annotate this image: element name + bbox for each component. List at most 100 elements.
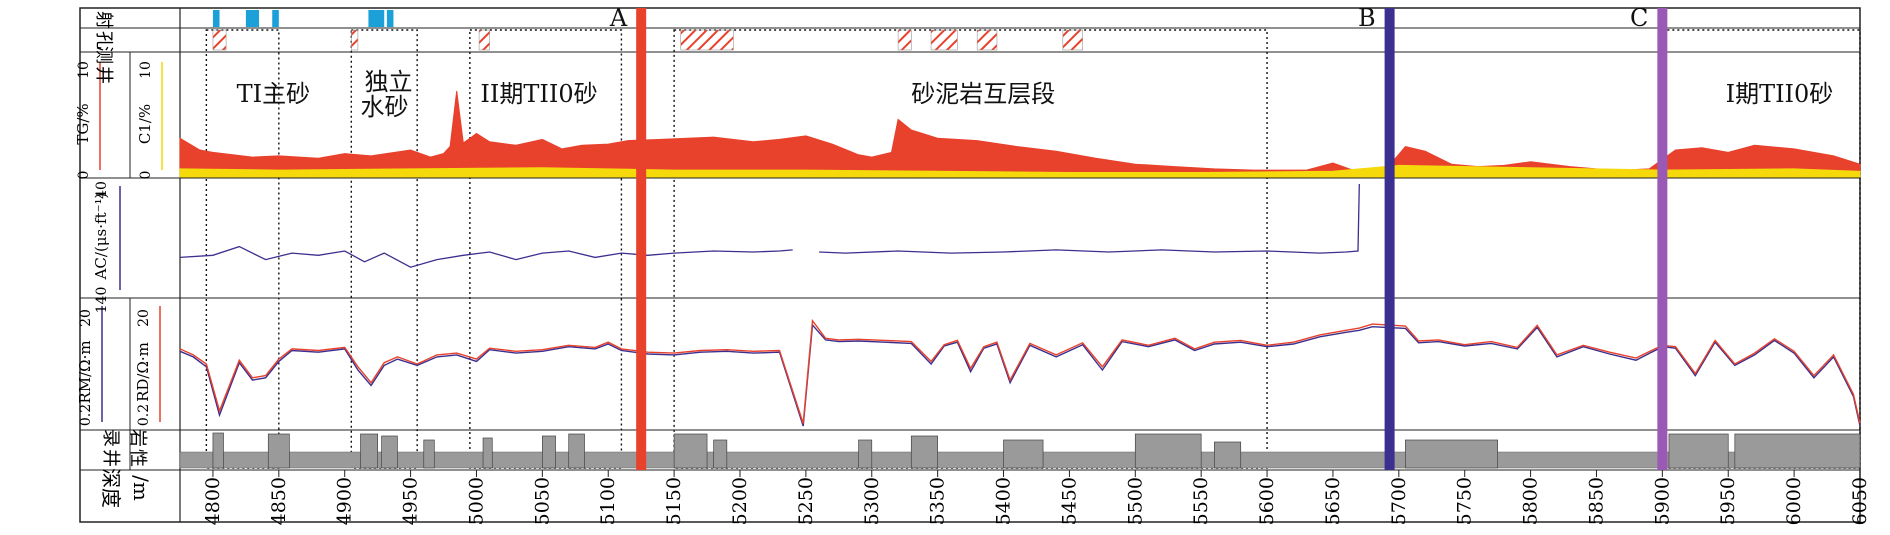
depth-tick-label-7: 5150	[663, 477, 685, 525]
ac-max-label: 40	[94, 181, 110, 199]
gas-right-min-label: 0	[138, 171, 154, 180]
test-label-1: 测	[93, 46, 114, 64]
marker-label-C: C	[1630, 4, 1648, 32]
lithology-block-14	[1214, 441, 1242, 469]
depth-tick-label-3: 4950	[400, 477, 422, 525]
gas-left-axis-label: TG/%	[74, 103, 92, 144]
test-label-2: 井	[93, 66, 114, 84]
depth-tick-label-11: 5350	[927, 477, 949, 525]
depth-tick-label-16: 5600	[1256, 477, 1278, 525]
rm-axis-label: RM/Ω·m	[76, 340, 94, 403]
depth-tick-label-12: 5400	[993, 477, 1015, 525]
marker-label-A: A	[609, 4, 628, 32]
overlay-layer: A B C	[609, 4, 1668, 470]
test-interval-0	[212, 29, 227, 51]
test-interval-2	[478, 29, 490, 51]
depth-tick-label-19: 5750	[1454, 477, 1476, 525]
lithology-block-3	[381, 435, 398, 469]
depth-tick-label-25: 6050	[1849, 477, 1871, 525]
gas-left-max-label: 10	[76, 61, 92, 79]
perforation-interval-1	[245, 10, 260, 27]
zone-outline-3	[673, 29, 1268, 469]
lith-label-3: 岩	[127, 429, 148, 447]
rd-max-label: 20	[136, 309, 152, 327]
zone-label-4: 砂泥岩互层段	[911, 80, 1055, 108]
gas-right-axis-label: C1/%	[136, 104, 154, 144]
depth-tick-label-9: 5250	[795, 477, 817, 525]
depth-tick-label-0: 4800	[202, 477, 224, 525]
lithology-block-6	[542, 435, 556, 469]
test-interval-5	[930, 29, 958, 51]
depth-tick-label-22: 5900	[1651, 477, 1673, 525]
depth-label-2: /m	[129, 475, 153, 501]
lithology-block-4	[423, 439, 435, 469]
perf-label-1: 射	[93, 11, 114, 29]
marker-bar-B	[1384, 8, 1395, 470]
rd-min-label: 0.2	[136, 404, 152, 426]
lithology-block-13	[1134, 433, 1202, 469]
lithology-block-11	[910, 435, 938, 469]
perforation-interval-3	[368, 10, 385, 27]
zone-label-2: 水砂	[361, 93, 409, 121]
lith-label-4: 性	[127, 449, 148, 467]
test-interval-4	[897, 29, 912, 51]
depth-tick-label-24: 6000	[1783, 477, 1805, 525]
lithology-block-7	[568, 433, 585, 469]
outer-frame	[79, 7, 1861, 523]
test-interval-1	[350, 29, 359, 51]
ac-curve	[179, 183, 1360, 268]
lithology-block-2	[360, 433, 378, 469]
depth-tick-label-6: 5100	[597, 477, 619, 525]
zone-label-0: TI主砂	[237, 80, 310, 108]
zone-label-1: 独立	[364, 68, 412, 96]
perforation-interval-0	[212, 10, 220, 27]
depth-label-1: 深度	[99, 468, 123, 508]
lithology-block-16	[1668, 433, 1729, 469]
zone-outline-4	[1661, 29, 1861, 469]
c1-area	[179, 164, 1861, 178]
zone-label-5: I期TII0砂	[1726, 80, 1834, 108]
rd-curve	[179, 318, 1861, 424]
perf-label-2: 孔	[93, 31, 114, 49]
lithology-block-5	[482, 437, 493, 469]
lithology-block-0	[212, 432, 224, 469]
tg-area	[179, 90, 1861, 178]
data-layer	[179, 10, 1861, 469]
gas-left-min-label: 0	[76, 171, 92, 180]
lith-label-2: 井	[100, 449, 121, 467]
depth-tick-label-17: 5650	[1322, 477, 1344, 525]
depth-tick-label-10: 5300	[861, 477, 883, 525]
lithology-block-12	[1003, 439, 1044, 469]
depth-tick-label-5: 5050	[531, 477, 553, 525]
rm-curve	[179, 323, 1861, 427]
ac-min-label: 140	[94, 287, 110, 314]
test-interval-7	[1062, 29, 1083, 51]
depth-tick-label-20: 5800	[1520, 477, 1542, 525]
depth-tick-label-13: 5450	[1058, 477, 1080, 525]
marker-label-B: B	[1358, 4, 1376, 32]
rd-axis-label: RD/Ω·m	[134, 342, 152, 402]
rm-min-label: 0.2	[78, 404, 94, 426]
lithology-block-9	[713, 439, 728, 469]
lithology-block-1	[267, 433, 290, 469]
perforation-interval-4	[386, 10, 394, 27]
depth-tick-label-2: 4900	[334, 477, 356, 525]
label-layer: 射 孔 测 井 TG/% 0 10 C1/% 0 10 AC/(μs·ft⁻¹)…	[74, 11, 1871, 525]
lithology-block-8	[673, 433, 708, 469]
depth-tick-label-1: 4850	[268, 477, 290, 525]
marker-bar-A	[636, 8, 647, 470]
ac-axis-label: AC/(μs·ft⁻¹)	[92, 193, 110, 281]
marker-bar-C	[1657, 8, 1668, 470]
lith-label-1: 录	[100, 429, 121, 447]
test-interval-6	[976, 29, 998, 51]
lithology-block-15	[1405, 439, 1498, 469]
test-interval-3	[680, 29, 734, 51]
depth-tick-label-4: 5000	[465, 477, 487, 525]
depth-tick-label-14: 5500	[1124, 477, 1146, 525]
depth-tick-label-15: 5550	[1190, 477, 1212, 525]
lithology-block-17	[1734, 433, 1861, 469]
depth-tick-label-23: 5950	[1717, 477, 1739, 525]
depth-tick-label-18: 5700	[1388, 477, 1410, 525]
